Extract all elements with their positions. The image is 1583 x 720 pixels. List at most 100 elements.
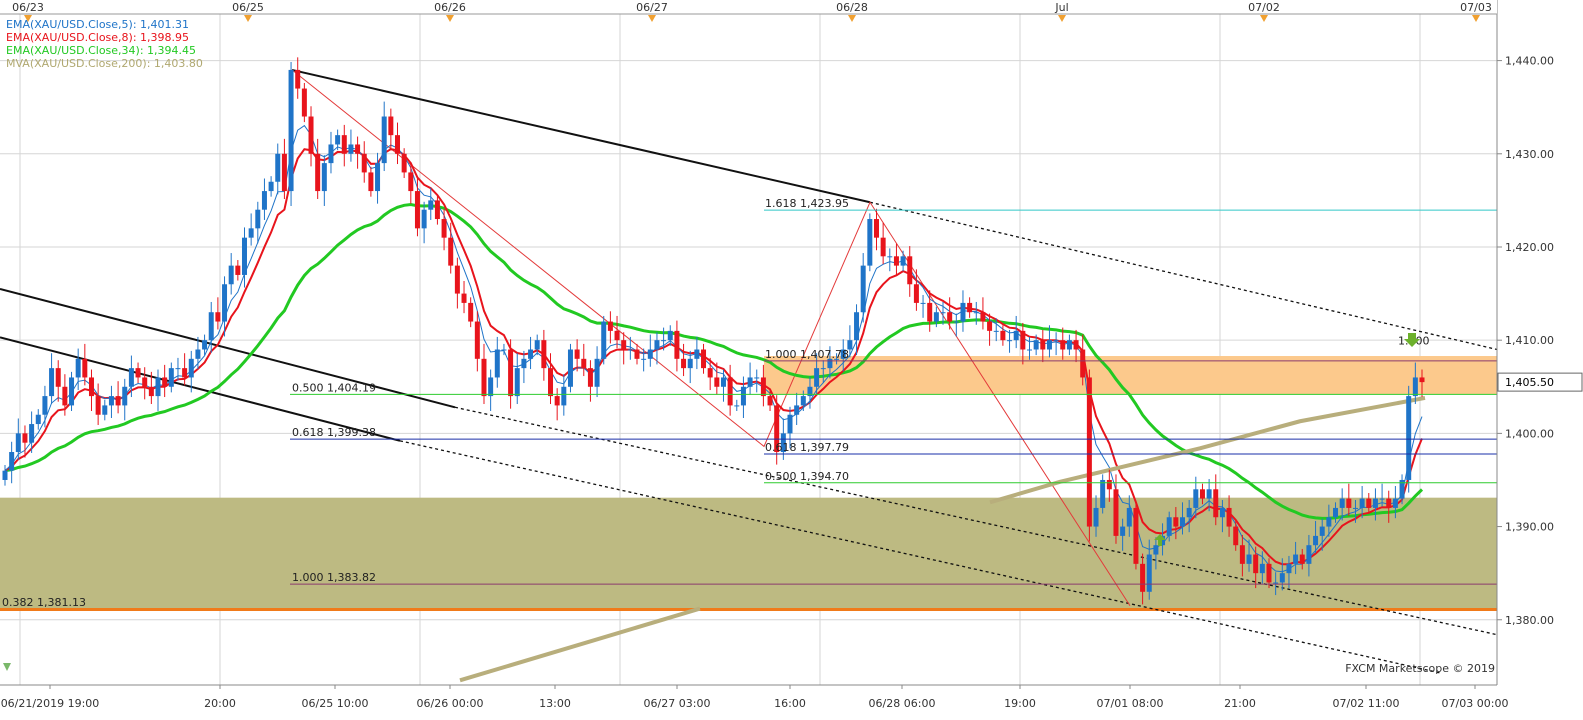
legend-entry: MVA(XAU/USD.Close,200): 1,403.80 [6, 57, 203, 70]
candle-body [155, 377, 161, 397]
candle-body [1233, 526, 1239, 546]
candle-body [780, 433, 786, 453]
candle-body [707, 368, 713, 378]
candle-body [148, 386, 154, 397]
candle-body [388, 116, 394, 136]
x-tick-label: 21:00 [1224, 697, 1256, 710]
candle-body [275, 153, 281, 182]
candle-body [75, 358, 81, 378]
x-tick-label: 19:00 [1004, 697, 1036, 710]
candle-body [335, 135, 341, 145]
candle-body [195, 349, 201, 359]
candle-body [661, 340, 667, 342]
candle-body [361, 153, 367, 173]
fib-label: 1.618 1,423.95 [765, 197, 849, 210]
candle-body [920, 302, 926, 304]
candle-body [1060, 340, 1066, 350]
up-arrow-icon [1154, 534, 1166, 546]
candle-body [1066, 340, 1072, 350]
candle-body [827, 358, 833, 369]
x-tick-label: 07/03 00:00 [1442, 697, 1509, 710]
candle-body [1166, 517, 1172, 536]
candle-body [128, 368, 134, 387]
candle-body [621, 340, 627, 350]
y-tick-label: 1,380.00 [1505, 614, 1554, 627]
candle-body [1286, 563, 1292, 574]
session-marker-icon [244, 15, 252, 22]
candle-body [601, 321, 607, 359]
current-price-box [1497, 372, 1583, 392]
candle-body [135, 368, 141, 378]
candle-body [814, 368, 820, 387]
candle-body [88, 377, 94, 397]
candle-body [1140, 563, 1146, 592]
fib-label: 1.000 1,407.78 [765, 348, 849, 361]
candle-body [448, 237, 454, 266]
candle-body [674, 330, 680, 359]
candle-body [348, 144, 354, 154]
candle-body [913, 284, 919, 303]
candle-body [368, 172, 374, 192]
candle-body [508, 349, 514, 397]
candle-body [55, 368, 61, 387]
top-date-label: 07/03 [1460, 1, 1492, 14]
candle-body [1412, 377, 1418, 397]
candle-body [441, 219, 447, 238]
candle-body [1239, 545, 1245, 564]
candle-body [494, 349, 500, 378]
candle-body [1293, 554, 1299, 564]
fib-label: 0.500 1,404.19 [292, 381, 376, 394]
candle-body [800, 396, 806, 406]
candle-body [1346, 498, 1352, 508]
candle-body [1053, 340, 1059, 342]
candle-body [1080, 349, 1086, 378]
candle-body [1086, 377, 1092, 527]
fib-label: 1.000 1,383.82 [292, 571, 376, 584]
watermark: FXCM Marketscope © 2019 [1345, 662, 1495, 675]
candle-body [315, 153, 321, 192]
candle-body [341, 135, 347, 154]
candle-body [1160, 535, 1166, 546]
candle-body [1073, 340, 1079, 350]
candle-body [1153, 545, 1159, 555]
y-tick-label: 1,400.00 [1505, 427, 1554, 440]
candle-body [142, 377, 148, 387]
x-tick-label: 06/28 06:00 [869, 697, 936, 710]
candle-body [734, 405, 740, 407]
y-tick-label: 1,420.00 [1505, 241, 1554, 254]
candle-body [454, 265, 460, 294]
candle-body [421, 209, 427, 229]
candle-body [1020, 330, 1026, 350]
candle-body [1246, 554, 1252, 564]
y-tick-label: 1,440.00 [1505, 55, 1554, 68]
x-tick-label: 06/27 03:00 [644, 697, 711, 710]
session-marker-icon [1260, 15, 1268, 22]
candle-body [62, 386, 68, 406]
candle-body [947, 312, 953, 322]
candle-body [408, 172, 414, 192]
candle-body [594, 358, 600, 387]
candle-body [727, 377, 733, 406]
channel-top-dotted [869, 201, 1498, 351]
candle-body [1007, 340, 1013, 342]
candle-body [488, 377, 494, 397]
candle-body [927, 302, 933, 322]
session-marker-icon [446, 15, 454, 22]
candle-body [261, 191, 267, 210]
session-marker-icon [1058, 15, 1066, 22]
candle-body [760, 377, 766, 397]
candle-body [501, 349, 507, 351]
candle-body [474, 321, 480, 359]
y-axis-panel [1497, 0, 1583, 720]
candle-body [933, 312, 939, 322]
candle-body [468, 302, 474, 322]
candle-body [794, 405, 800, 415]
candle-body [241, 237, 247, 275]
candle-body [854, 312, 860, 341]
candle-body [1372, 498, 1378, 508]
candle-body [115, 396, 121, 406]
candle-body [860, 265, 866, 313]
candle-body [1199, 489, 1205, 499]
candle-body [1352, 507, 1358, 509]
candle-body [1226, 507, 1232, 527]
